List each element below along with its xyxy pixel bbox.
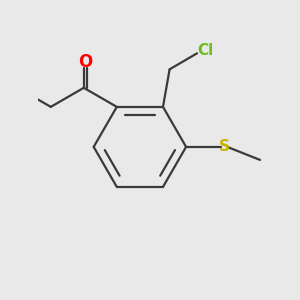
Text: Cl: Cl: [197, 43, 213, 58]
Text: S: S: [219, 140, 230, 154]
Text: O: O: [78, 53, 92, 71]
